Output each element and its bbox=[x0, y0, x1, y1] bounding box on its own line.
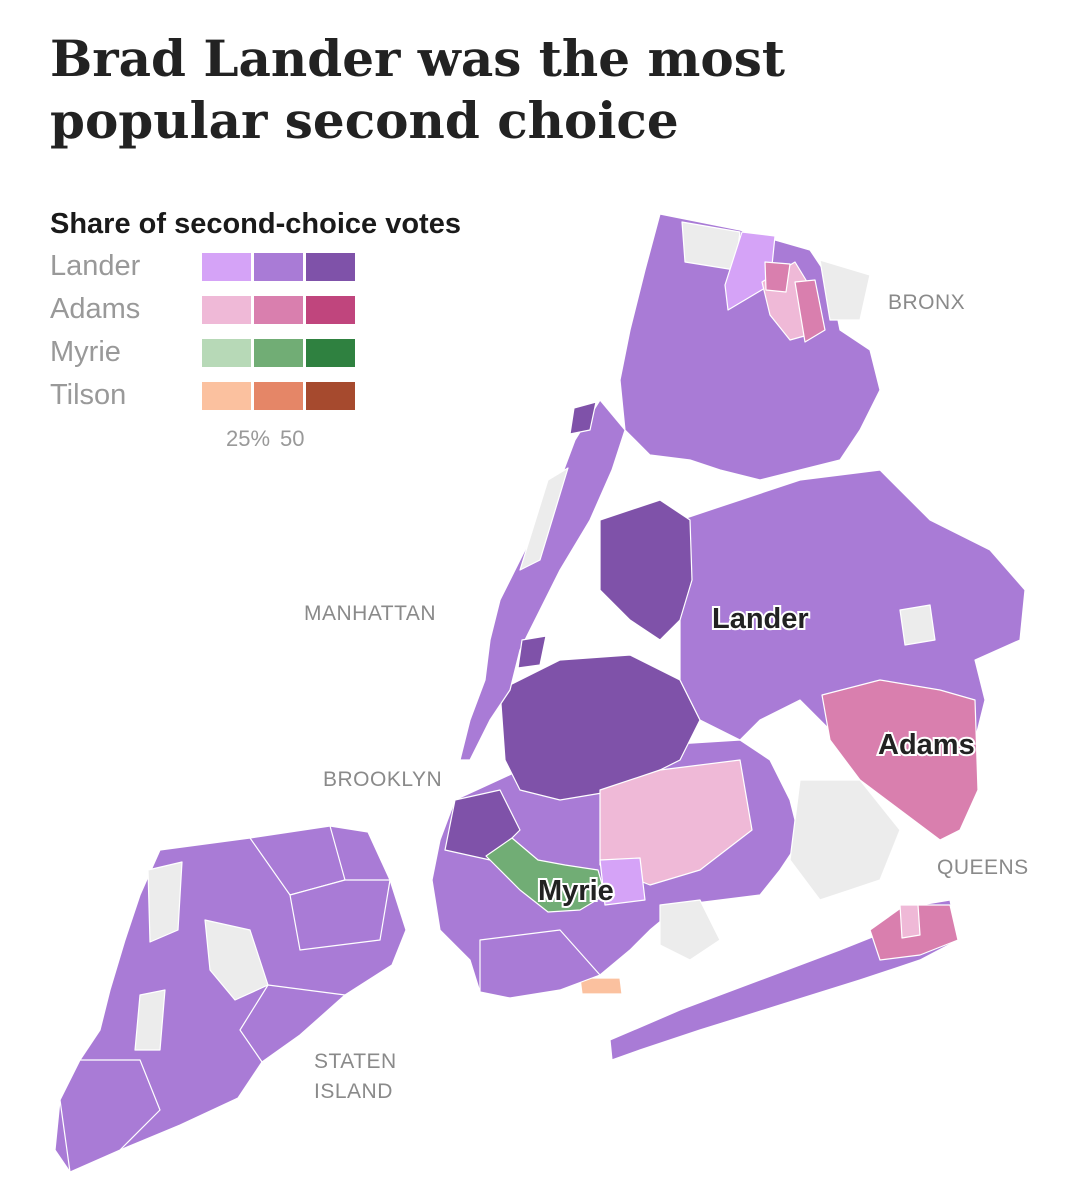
brooklyn-south bbox=[479, 929, 601, 999]
bronx-borough bbox=[619, 213, 881, 481]
borough-label-manhattan: MANHATTAN bbox=[304, 602, 436, 625]
legend-label-tilson: Tilson bbox=[50, 379, 127, 411]
queens-adams bbox=[821, 679, 979, 841]
swatch-tilson-mid bbox=[254, 382, 303, 410]
swatch-adams-mid bbox=[254, 296, 303, 324]
staten-island-district-c bbox=[59, 1059, 161, 1173]
legend-row-adams: Adams bbox=[50, 292, 520, 335]
brooklyn-borough bbox=[431, 654, 801, 999]
staten-island-district-d bbox=[239, 984, 346, 1063]
queens-borough bbox=[599, 469, 1026, 1061]
swatch-myrie-low bbox=[202, 339, 251, 367]
swatch-myrie-mid bbox=[254, 339, 303, 367]
brooklyn-light-lander bbox=[599, 857, 646, 906]
staten-island-park-1 bbox=[147, 861, 183, 943]
borough-label-bronx: BRONX bbox=[888, 291, 965, 314]
swatch-tilson-low bbox=[202, 382, 251, 410]
legend-row-myrie: Myrie bbox=[50, 335, 520, 378]
legend-scale-25: 25% bbox=[226, 426, 271, 451]
borough-label-queens: QUEENS bbox=[937, 856, 1029, 879]
brooklyn-tilson bbox=[579, 977, 623, 995]
candidate-label-adams: Adams bbox=[878, 729, 975, 761]
swatch-lander-low bbox=[202, 253, 251, 281]
bronx-light-lander bbox=[724, 231, 776, 311]
brooklyn-myrie bbox=[485, 837, 606, 913]
manhattan-borough bbox=[459, 399, 626, 761]
legend-swatches-lander bbox=[202, 253, 358, 281]
staten-island-district-b bbox=[289, 879, 391, 951]
manhattan-dark-upper bbox=[569, 401, 597, 435]
legend-label-lander: Lander bbox=[50, 250, 141, 282]
legend-row-tilson: Tilson bbox=[50, 378, 520, 421]
swatch-adams-low bbox=[202, 296, 251, 324]
legend-label-adams: Adams bbox=[50, 293, 141, 325]
manhattan-dark-mid bbox=[517, 635, 547, 669]
chart-title: Brad Lander was the most popular second … bbox=[50, 29, 785, 150]
legend-swatches-myrie bbox=[202, 339, 358, 367]
brooklyn-park bbox=[659, 899, 721, 961]
swatch-myrie-high bbox=[306, 339, 355, 367]
swatch-tilson-high bbox=[306, 382, 355, 410]
swatch-lander-high bbox=[306, 253, 355, 281]
candidate-label-lander: Lander bbox=[712, 603, 809, 635]
legend-scale-50: 50 bbox=[280, 426, 305, 451]
legend-title: Share of second-choice votes bbox=[50, 208, 461, 240]
bronx-adams-dark bbox=[764, 261, 791, 293]
bronx-adams-mid bbox=[794, 279, 826, 343]
swatch-lander-mid bbox=[254, 253, 303, 281]
borough-label-brooklyn: BROOKLYN bbox=[323, 768, 442, 791]
legend-swatches-tilson bbox=[202, 382, 358, 410]
manhattan-central-park bbox=[519, 467, 569, 571]
staten-island-park-3 bbox=[134, 989, 166, 1051]
brooklyn-north-dark bbox=[499, 654, 701, 801]
queens-park bbox=[899, 604, 936, 646]
bronx-east-park bbox=[819, 259, 871, 321]
borough-label-staten: STATEN bbox=[314, 1050, 397, 1073]
staten-island-borough bbox=[54, 825, 407, 1173]
candidate-label-myrie: Myrie bbox=[538, 875, 614, 907]
queens-west-dark bbox=[599, 499, 693, 641]
legend-scale: 25% 50 bbox=[226, 426, 315, 452]
legend-swatches-adams bbox=[202, 296, 358, 324]
legend-row-lander: Lander bbox=[50, 249, 520, 292]
staten-island-park-2 bbox=[204, 919, 269, 1001]
borough-label-island: ISLAND bbox=[314, 1080, 393, 1103]
legend-label-myrie: Myrie bbox=[50, 336, 121, 368]
queens-jfk bbox=[789, 779, 901, 901]
legend: Share of second-choice votes Lander Adam… bbox=[50, 208, 520, 451]
swatch-adams-high bbox=[306, 296, 355, 324]
queens-rockaway-light bbox=[899, 904, 921, 939]
